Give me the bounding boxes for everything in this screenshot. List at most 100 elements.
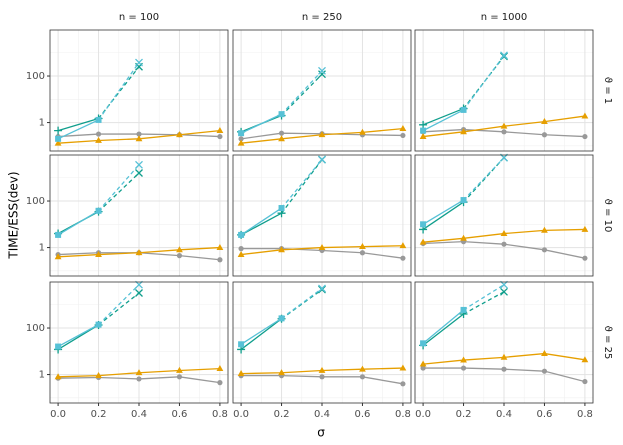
marker xyxy=(400,132,406,139)
marker xyxy=(359,243,366,250)
marker xyxy=(318,285,326,294)
marker xyxy=(54,253,62,260)
marker xyxy=(217,380,223,386)
marker xyxy=(541,132,548,138)
marker xyxy=(135,249,143,256)
marker xyxy=(420,221,427,228)
panel-border xyxy=(49,281,229,404)
panel-border xyxy=(414,29,594,152)
marker xyxy=(460,128,467,135)
marker xyxy=(176,253,183,259)
x-tick-label: 0.2 xyxy=(456,409,472,420)
column-strip-label: n = 250 xyxy=(302,12,342,23)
x-tick-label: 0.0 xyxy=(233,409,249,420)
marker xyxy=(581,112,589,119)
series-line xyxy=(422,107,464,126)
marker xyxy=(95,372,102,379)
series-line xyxy=(281,287,323,319)
row-strip-label: ϑ = 10 xyxy=(602,199,613,233)
marker xyxy=(460,365,467,371)
panel-border xyxy=(49,154,229,277)
x-tick-label: 0.4 xyxy=(131,409,147,420)
x-tick-label: 0.4 xyxy=(496,409,512,420)
marker xyxy=(359,250,366,256)
marker xyxy=(238,130,245,137)
marker xyxy=(582,133,588,140)
marker xyxy=(278,246,285,253)
marker xyxy=(278,135,285,142)
y-tick-label: 1 xyxy=(39,118,45,129)
series-line xyxy=(422,109,464,132)
series-line xyxy=(98,164,140,212)
marker xyxy=(54,373,62,380)
marker xyxy=(501,366,507,372)
marker xyxy=(399,125,407,132)
marker xyxy=(135,135,143,142)
marker xyxy=(238,246,244,252)
x-axis-title: σ xyxy=(317,426,325,440)
y-tick-label: 100 xyxy=(26,196,45,207)
series-line xyxy=(463,55,505,111)
series-line xyxy=(463,157,505,201)
series-line xyxy=(57,324,99,351)
x-tick-label: 0.2 xyxy=(274,409,290,420)
column-strip-label: n = 100 xyxy=(119,12,159,23)
marker xyxy=(400,255,406,261)
marker xyxy=(399,364,407,371)
marker xyxy=(460,234,467,241)
marker xyxy=(216,365,224,372)
series-line xyxy=(98,172,140,213)
marker xyxy=(237,250,245,257)
y-tick-label: 1 xyxy=(39,243,45,254)
marker xyxy=(135,160,143,169)
marker xyxy=(95,136,102,143)
x-tick-label: 0.4 xyxy=(314,409,330,420)
marker xyxy=(541,368,548,374)
marker xyxy=(136,131,142,137)
marker xyxy=(582,255,588,261)
x-tick-label: 0.8 xyxy=(577,409,593,420)
marker xyxy=(318,66,326,75)
series-line xyxy=(463,291,505,315)
series-line xyxy=(422,199,464,225)
y-tick-label: 100 xyxy=(26,323,45,334)
series-line xyxy=(281,73,323,117)
panel-border xyxy=(49,29,229,152)
y-axis-title: TIME/ESS(dev) xyxy=(7,171,21,259)
series-line xyxy=(98,66,140,119)
x-tick-label: 0.8 xyxy=(395,409,411,420)
marker xyxy=(216,127,224,134)
series-line xyxy=(57,117,99,132)
marker xyxy=(581,356,589,363)
marker xyxy=(419,120,428,129)
marker xyxy=(318,284,326,293)
marker xyxy=(582,378,588,385)
marker xyxy=(278,369,285,376)
marker xyxy=(460,356,467,363)
marker xyxy=(237,370,245,377)
marker xyxy=(318,70,326,79)
marker xyxy=(135,58,143,67)
x-tick-label: 0.6 xyxy=(172,409,188,420)
x-tick-label: 0.6 xyxy=(355,409,371,420)
marker xyxy=(419,132,427,139)
marker xyxy=(501,241,507,247)
marker xyxy=(359,128,366,135)
marker xyxy=(237,139,245,146)
row-strip-label: ϑ = 1 xyxy=(602,77,613,104)
x-tick-label: 0.8 xyxy=(212,409,228,420)
series-line xyxy=(98,284,140,326)
marker xyxy=(420,365,426,371)
x-tick-label: 0.0 xyxy=(50,409,66,420)
marker xyxy=(278,130,285,136)
marker xyxy=(238,341,245,348)
marker xyxy=(420,340,427,347)
marker xyxy=(55,231,62,238)
marker xyxy=(318,243,326,250)
marker xyxy=(319,374,325,380)
panel-border xyxy=(414,281,594,404)
marker xyxy=(541,226,548,233)
marker xyxy=(419,360,427,367)
marker xyxy=(217,257,223,263)
marker xyxy=(176,366,183,373)
